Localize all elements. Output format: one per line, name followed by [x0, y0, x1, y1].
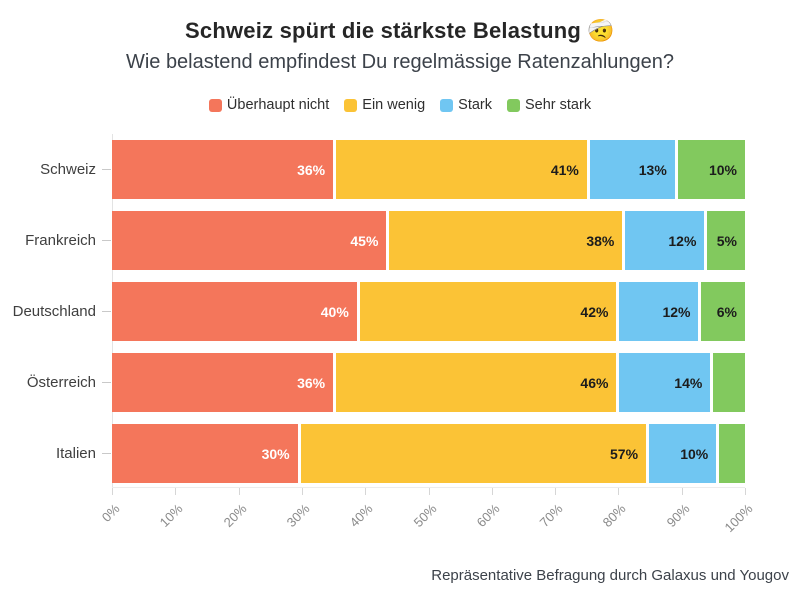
- bar-segment: 36%: [112, 140, 334, 199]
- bar-segment: 30%: [112, 424, 298, 483]
- bar-segment: 36%: [112, 353, 334, 412]
- stacked-bar-chart: Schweiz 36% 41% 13% 10% Frankreich 45% 38% 12% 5%…: [0, 134, 800, 552]
- bar-track: 30% 57% 10%: [112, 424, 745, 483]
- legend-item-0: Überhaupt nicht: [208, 97, 330, 113]
- category-label: Österreich: [26, 374, 96, 391]
- bar-segment: 12%: [625, 211, 705, 270]
- legend-swatch-icon: [507, 98, 520, 112]
- category-label: Schweiz: [40, 161, 96, 178]
- bar-segment: 10%: [649, 424, 717, 483]
- bar-segment: 57%: [300, 424, 647, 483]
- legend-label: Sehr stark: [525, 97, 592, 113]
- axis-tick-mark: [555, 488, 557, 495]
- axis-tick-label: 70%: [536, 501, 566, 531]
- bar-segment: 45%: [112, 211, 387, 270]
- bar-rows: Schweiz 36% 41% 13% 10% Frankreich 45% 38% 12% 5%…: [0, 140, 800, 483]
- category-tick: [102, 169, 111, 170]
- axis-tick-label: 50%: [410, 501, 440, 531]
- axis-tick-mark: [301, 488, 303, 495]
- axis-tick-label: 80%: [599, 501, 629, 531]
- axis-tick-mark: [745, 488, 746, 495]
- axis-tick-label: 90%: [663, 501, 693, 531]
- bar-track: 40% 42% 12% 6%: [112, 282, 745, 341]
- axis-tick-label: 100%: [721, 501, 756, 536]
- bar-row: Schweiz 36% 41% 13% 10%: [0, 140, 800, 199]
- category-tick: [102, 311, 111, 312]
- category-label: Frankreich: [25, 232, 96, 249]
- axis-tick-mark: [365, 488, 367, 495]
- axis-tick-mark: [618, 488, 620, 495]
- chart-title: Schweiz spürt die stärkste Belastung 🤕: [185, 18, 615, 43]
- bar-segment: 41%: [336, 140, 587, 199]
- bar-segment: 13%: [589, 140, 675, 199]
- x-axis: 0% 10% 20% 30% 40% 50% 60% 70% 80% 90% 100%: [99, 487, 756, 552]
- axis-tick-mark: [428, 488, 430, 495]
- category-tick: [102, 453, 111, 454]
- bar-segment: 5%: [707, 211, 745, 270]
- bar-segment: 40%: [112, 282, 357, 341]
- axis-tick-label: 60%: [473, 501, 503, 531]
- bar-segment: 42%: [359, 282, 617, 341]
- axis-tick-mark: [491, 488, 493, 495]
- axis-tick-mark: [112, 488, 113, 495]
- bar-row: Frankreich 45% 38% 12% 5%: [0, 211, 800, 270]
- bar-segment: 38%: [389, 211, 623, 270]
- category-tick: [102, 240, 111, 241]
- legend-label: Stark: [458, 97, 492, 113]
- bar-segment: 10%: [677, 140, 745, 199]
- bar-row: Deutschland 40% 42% 12% 6%: [0, 282, 800, 341]
- chart-subtitle: Wie belastend empfindest Du regelmässige…: [125, 51, 675, 73]
- bar-segment: 12%: [619, 282, 699, 341]
- bar-track: 45% 38% 12% 5%: [112, 211, 745, 270]
- category-tick: [102, 382, 111, 383]
- legend-item-2: Stark: [440, 97, 492, 113]
- legend-item-3: Sehr stark: [507, 97, 591, 113]
- bar-track: 36% 46% 14%: [112, 353, 745, 412]
- source-note: Repräsentative Befragung durch Galaxus u…: [431, 567, 789, 584]
- axis-tick-label: 30%: [283, 501, 313, 531]
- legend-label: Überhaupt nicht: [226, 97, 330, 113]
- legend-item-1: Ein wenig: [344, 97, 425, 113]
- axis-tick-label: 10%: [156, 501, 186, 531]
- bar-track: 36% 41% 13% 10%: [112, 140, 745, 199]
- legend-label: Ein wenig: [362, 97, 426, 113]
- axis-tick-mark: [238, 488, 240, 495]
- axis-tick-label: 0%: [98, 501, 123, 525]
- bar-row: Österreich 36% 46% 14%: [0, 353, 800, 412]
- axis-tick-mark: [175, 488, 177, 495]
- bar-segment: 46%: [336, 353, 617, 412]
- axis-tick-mark: [681, 488, 683, 495]
- bar-segment: 14%: [619, 353, 711, 412]
- bar-segment: [713, 353, 745, 412]
- legend-swatch-icon: [344, 98, 358, 112]
- bar-row: Italien 30% 57% 10%: [0, 424, 800, 483]
- bar-segment: 6%: [701, 282, 745, 341]
- legend: Überhaupt nicht Ein wenig Stark Sehr stark: [0, 97, 800, 113]
- legend-swatch-icon: [440, 98, 454, 112]
- category-label: Italien: [55, 445, 96, 462]
- axis-tick-label: 20%: [220, 501, 250, 531]
- bar-segment: [719, 424, 745, 483]
- legend-swatch-icon: [208, 98, 222, 112]
- category-label: Deutschland: [12, 303, 96, 320]
- axis-tick-label: 40%: [346, 501, 376, 531]
